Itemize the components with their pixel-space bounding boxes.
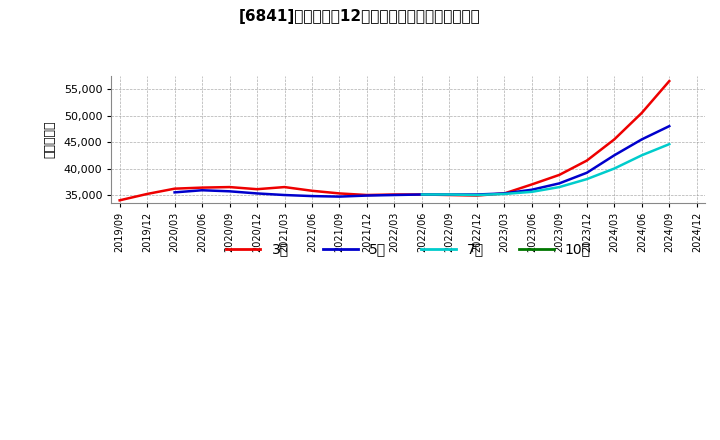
5年 [528,187,536,192]
5年 [472,192,481,197]
5年 [390,192,399,198]
Text: [6841]　経常利益12か月移動合計の平均値の推移: [6841] 経常利益12か月移動合計の平均値の推移 [239,9,481,24]
7年 [637,153,646,158]
5年 [445,192,454,197]
5年 [610,153,618,158]
3年 [445,192,454,198]
3年 [253,187,261,192]
7年 [418,192,426,197]
3年 [143,191,151,197]
7年 [582,176,591,182]
5年 [555,181,564,186]
Legend: 3年, 5年, 7年, 10年: 3年, 5年, 7年, 10年 [220,237,596,262]
3年 [555,172,564,177]
3年 [472,193,481,198]
3年 [307,188,316,194]
Line: 5年: 5年 [175,126,670,197]
Line: 3年: 3年 [120,81,670,200]
5年 [582,170,591,176]
7年 [610,166,618,171]
5年 [307,194,316,199]
5年 [665,124,674,129]
7年 [528,189,536,194]
7年 [472,192,481,198]
7年 [500,191,509,197]
3年 [390,192,399,197]
7年 [445,192,454,197]
5年 [363,193,372,198]
3年 [637,110,646,116]
3年 [280,184,289,190]
3年 [171,186,179,191]
3年 [528,182,536,187]
Y-axis label: （百万円）: （百万円） [44,121,57,158]
7年 [665,142,674,147]
5年 [637,137,646,142]
3年 [198,185,207,190]
5年 [500,191,509,196]
3年 [500,191,509,196]
3年 [418,192,426,197]
5年 [418,192,426,197]
5年 [225,189,234,194]
3年 [610,137,618,142]
3年 [225,184,234,190]
5年 [253,191,261,196]
5年 [198,187,207,193]
3年 [582,158,591,163]
3年 [363,192,372,198]
3年 [665,78,674,84]
5年 [280,192,289,198]
5年 [171,190,179,195]
5年 [336,194,344,199]
7年 [555,184,564,190]
Line: 7年: 7年 [422,144,670,195]
3年 [336,191,344,196]
3年 [115,198,124,203]
